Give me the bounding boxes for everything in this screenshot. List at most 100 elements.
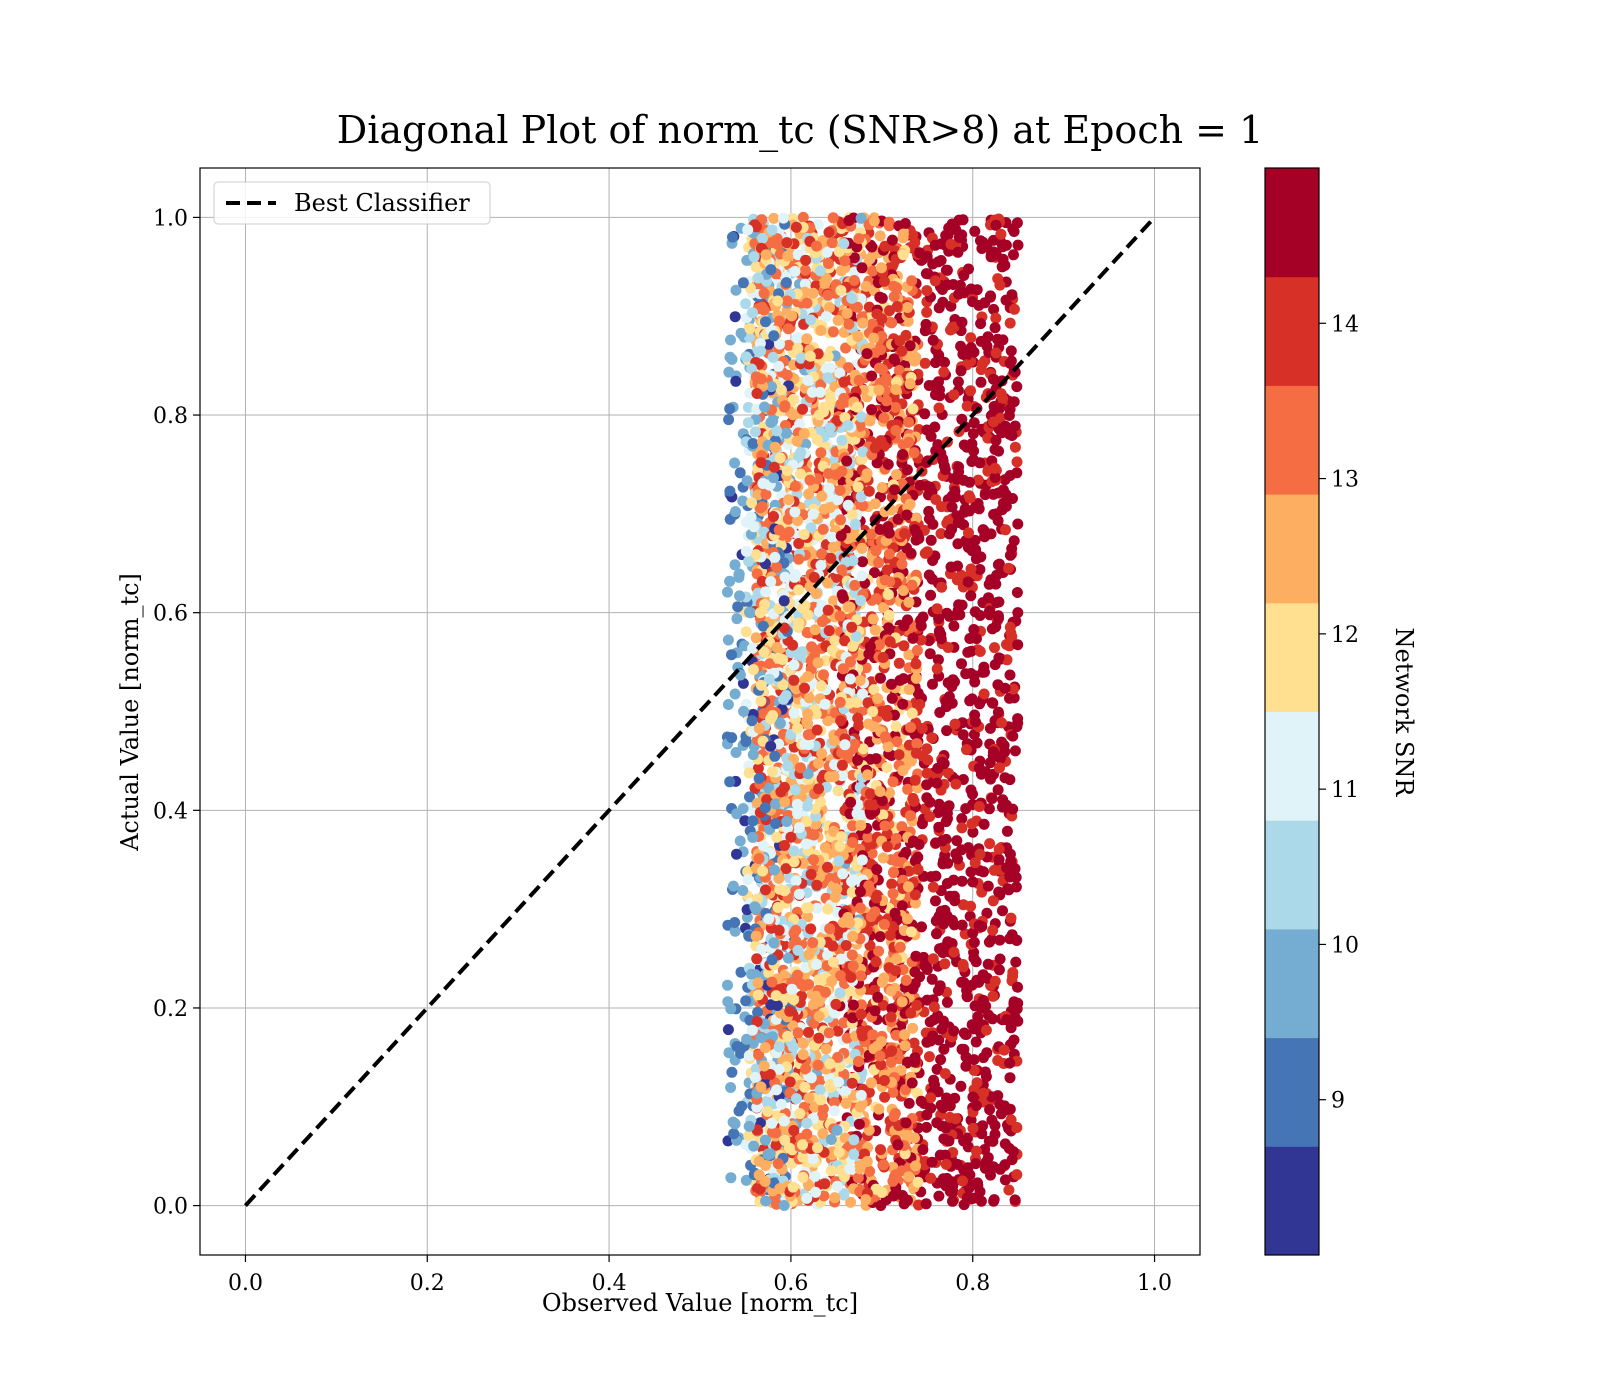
scatter-point	[903, 1171, 915, 1183]
scatter-point	[869, 567, 880, 579]
scatter-point	[819, 278, 831, 290]
scatter-point	[910, 897, 921, 909]
scatter-point	[729, 1118, 741, 1130]
scatter-point	[853, 374, 865, 386]
scatter-point	[1011, 381, 1023, 393]
scatter-point	[865, 808, 877, 820]
scatter-point	[839, 1132, 851, 1144]
scatter-point	[926, 1156, 938, 1168]
scatter-point	[878, 412, 890, 424]
scatter-point	[771, 233, 783, 245]
scatter-point	[750, 221, 762, 233]
scatter-point	[931, 928, 942, 940]
scatter-point	[882, 458, 894, 470]
scatter-point	[744, 791, 755, 803]
scatter-point	[1009, 745, 1021, 757]
scatter-point	[832, 314, 844, 326]
scatter-point	[903, 416, 915, 428]
scatter-point	[815, 1094, 827, 1106]
scatter-point	[957, 348, 969, 360]
scatter-point	[857, 446, 869, 458]
scatter-point	[925, 1035, 937, 1047]
scatter-point	[844, 601, 856, 613]
scatter-point	[899, 1029, 911, 1041]
scatter-point	[863, 485, 875, 497]
scatter-point	[735, 966, 747, 978]
scatter-point	[740, 736, 752, 747]
scatter-point	[975, 335, 987, 347]
scatter-point	[884, 636, 896, 648]
scatter-point	[890, 469, 902, 481]
scatter-point	[972, 1011, 984, 1023]
scatter-point	[764, 1069, 776, 1080]
scatter-point	[811, 879, 823, 891]
scatter-point	[985, 1169, 996, 1181]
scatter-point	[888, 291, 900, 303]
scatter-point	[843, 215, 855, 226]
scatter-point	[1008, 535, 1020, 547]
scatter-point	[932, 256, 944, 268]
scatter-point	[769, 551, 781, 563]
scatter-point	[974, 564, 986, 575]
scatter-point	[734, 590, 745, 602]
scatter-point	[846, 509, 858, 521]
scatter-point	[724, 403, 736, 415]
scatter-point	[876, 976, 888, 988]
scatter-point	[744, 606, 755, 618]
scatter-point	[867, 706, 879, 717]
scatter-point	[923, 1051, 935, 1063]
scatter-point	[789, 265, 801, 277]
scatter-point	[726, 649, 737, 661]
scatter-point	[833, 1146, 845, 1158]
scatter-point	[771, 425, 783, 437]
scatter-point	[741, 1033, 753, 1045]
scatter-point	[935, 528, 947, 540]
scatter-point	[850, 630, 862, 642]
scatter-point	[814, 386, 826, 398]
scatter-point	[924, 811, 936, 822]
scatter-point	[924, 648, 936, 660]
scatter-point	[862, 769, 873, 781]
scatter-point	[833, 1076, 845, 1088]
scatter-point	[885, 985, 897, 997]
scatter-point	[900, 846, 912, 858]
scatter-point	[827, 940, 839, 952]
scatter-point	[822, 468, 834, 480]
scatter-point	[737, 495, 749, 507]
scatter-point	[996, 504, 1008, 516]
scatter-point	[780, 427, 792, 439]
scatter-point	[897, 249, 909, 261]
scatter-point	[950, 1113, 962, 1125]
scatter-point	[814, 265, 826, 277]
scatter-point	[1003, 562, 1014, 574]
scatter-point	[731, 613, 743, 625]
scatter-point	[797, 1171, 809, 1183]
scatter-point	[830, 998, 842, 1010]
scatter-point	[968, 936, 980, 948]
scatter-point	[934, 1149, 946, 1161]
scatter-point	[765, 576, 777, 588]
scatter-point	[732, 601, 744, 613]
scatter-point	[874, 291, 886, 303]
scatter-point	[851, 241, 863, 253]
scatter-point	[943, 528, 955, 540]
scatter-point	[737, 677, 749, 689]
scatter-point	[810, 1186, 822, 1198]
scatter-point	[856, 262, 868, 274]
scatter-point	[777, 983, 789, 994]
scatter-point	[875, 1200, 887, 1211]
scatter-point	[740, 995, 752, 1007]
scatter-point	[930, 494, 942, 505]
scatter-point	[726, 1066, 738, 1078]
scatter-point	[869, 498, 881, 510]
scatter-point	[1007, 683, 1019, 695]
scatter-point	[938, 1043, 950, 1055]
scatter-point	[896, 345, 908, 357]
scatter-point	[752, 272, 764, 284]
scatter-point	[789, 784, 801, 796]
scatter-point	[1007, 803, 1019, 815]
scatter-point	[975, 364, 987, 376]
scatter-point	[888, 867, 900, 878]
scatter-point	[985, 528, 997, 540]
